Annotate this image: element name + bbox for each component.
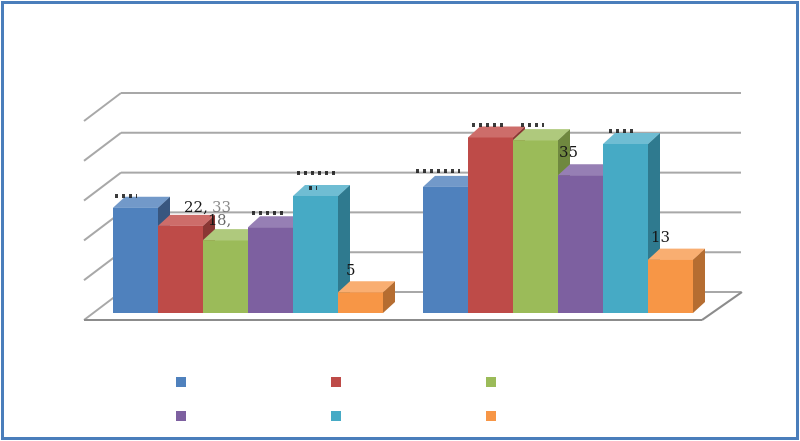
- bar-side-g1-s5: [338, 185, 350, 313]
- bar-top-g1-s4: [248, 216, 305, 228]
- bar-top-g2-s2: [468, 126, 525, 138]
- bar-g1-s6: [338, 292, 383, 313]
- gridline-diagonal-3: [83, 171, 122, 202]
- bar-g2-s6: [648, 259, 693, 313]
- bar-top-g1-s1: [113, 196, 170, 208]
- erased-label-remnant-8: [609, 129, 634, 133]
- gridline-diagonal-2: [83, 132, 122, 162]
- bar-g2-s3: [513, 140, 558, 313]
- bar-g1-s3: [203, 240, 248, 313]
- erased-label-remnant-5: [416, 169, 460, 173]
- erased-label-remnant-2: [252, 211, 287, 215]
- legend-swatch-2: [331, 377, 341, 387]
- erased-label-remnant-4: [309, 186, 317, 190]
- legend-swatch-1: [176, 377, 186, 387]
- bar-top-g1-s2: [158, 214, 215, 226]
- erased-label-remnant-3: [297, 171, 337, 175]
- bar-top-g2-s6: [648, 248, 705, 260]
- value-label-fragment-7: 13: [651, 228, 671, 246]
- bar-g1-s5: [293, 196, 338, 313]
- bar-g2-s4: [558, 175, 603, 313]
- bar-g1-s2: [158, 225, 203, 313]
- value-label-fragment-4: 8,: [217, 211, 232, 229]
- erased-label-remnant-1: [115, 194, 137, 198]
- bar-g2-s2: [468, 137, 513, 313]
- bar-side-g2-s6: [693, 248, 705, 313]
- erased-label-remnant-6: [472, 123, 506, 127]
- value-label-fragment-5: 5: [346, 261, 356, 279]
- bar-top-g2-s1: [423, 175, 480, 187]
- floor-right-edge: [701, 291, 743, 321]
- erased-label-remnant-7: [521, 123, 544, 127]
- bar-side-g1-s6: [383, 281, 395, 313]
- legend-swatch-4: [176, 411, 186, 421]
- legend-swatch-6: [486, 411, 496, 421]
- bar-top-g1-s5: [293, 185, 350, 196]
- bar-top-g1-s3: [203, 229, 260, 241]
- value-label-fragment-3: 1: [208, 211, 218, 229]
- bar-g1-s4: [248, 227, 293, 313]
- legend-swatch-3: [486, 377, 496, 387]
- bar-top-g2-s5: [603, 133, 660, 145]
- bar-g1-s1: [113, 207, 158, 313]
- value-label-fragment-1: 22,: [184, 198, 208, 216]
- bar-top-g2-s3: [513, 129, 570, 141]
- bar-g2-s1: [423, 186, 468, 313]
- bar-g2-s5: [603, 144, 648, 313]
- bar-top-g2-s4: [558, 164, 615, 176]
- value-label-fragment-6: 35: [559, 143, 579, 161]
- value-label-fragment-2: 33: [212, 198, 232, 216]
- legend-swatch-5: [331, 411, 341, 421]
- bar-top-g1-s6: [338, 281, 395, 293]
- gridline-diagonal-1: [83, 92, 122, 122]
